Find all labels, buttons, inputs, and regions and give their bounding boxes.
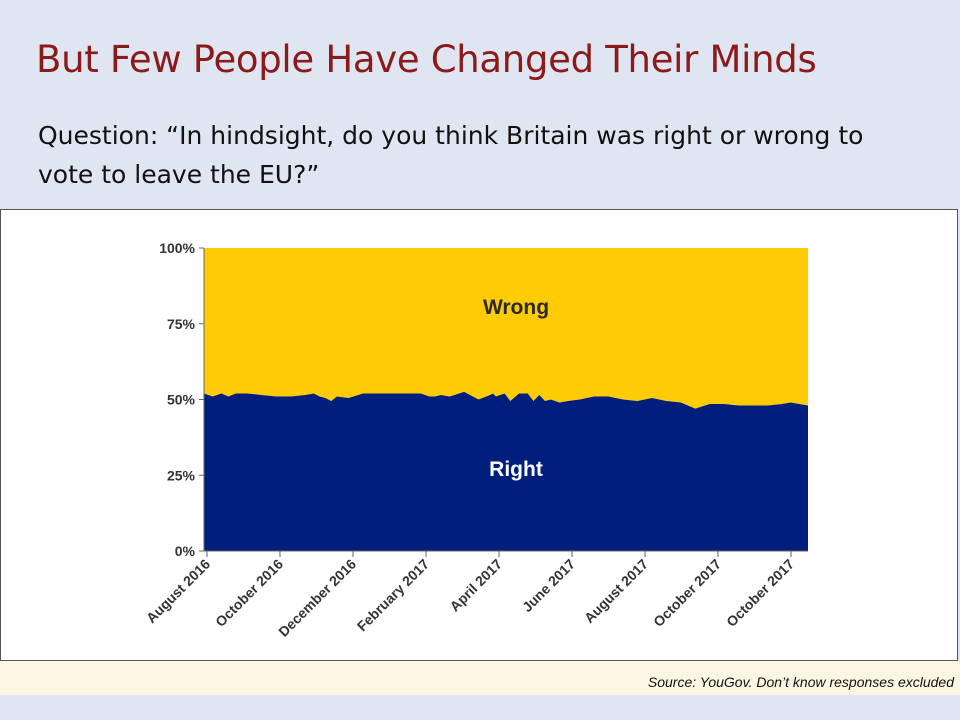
source-note: Source: YouGov. Don’t know responses exc… [647,674,954,690]
right-area [204,391,808,551]
right-area-label: Right [489,458,543,481]
chart-panel: 0% 25% 50% 75% 100% August 2016 October 2016 De… [0,209,958,661]
y-tick-label: 25% [167,467,196,483]
x-tick-label: December 2016 [275,556,359,640]
x-tick-label: October 2016 [212,556,286,630]
x-tick-label: February 2017 [354,556,433,635]
x-tick-label: August 2017 [581,556,651,626]
x-tick-label: June 2017 [519,556,578,615]
slide-question: Question: “In hindsight, do you think Br… [38,121,864,189]
source-strip [0,661,960,695]
y-tick-label: 100% [159,240,195,256]
wrong-area-label: Wrong [483,296,549,319]
labels-layer: Wrong Right [483,296,549,481]
y-tick-label: 75% [167,316,196,332]
x-tick-label: October 2017 [650,556,724,630]
x-tick-label: October 2017 [723,556,797,630]
areas-layer [204,248,808,551]
slide-title: But Few People Have Changed Their Minds [36,38,817,81]
y-tick-label: 50% [167,392,196,408]
x-tick-label: August 2016 [143,556,213,626]
wrong-area [204,248,808,409]
y-tick-label: 0% [175,543,196,559]
x-tick-label: April 2017 [446,556,505,615]
